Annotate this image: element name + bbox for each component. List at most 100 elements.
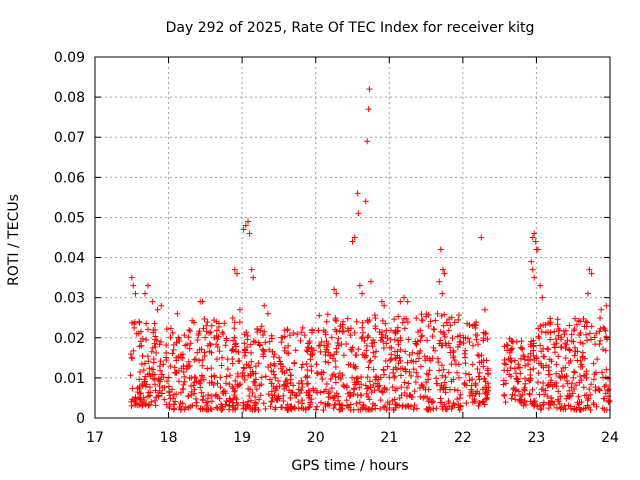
data-point xyxy=(566,393,573,400)
data-point xyxy=(314,389,321,396)
data-point xyxy=(562,354,569,361)
data-point xyxy=(146,370,153,377)
data-point xyxy=(222,380,229,387)
data-point xyxy=(359,334,366,341)
data-point xyxy=(596,328,603,335)
data-point xyxy=(474,351,481,358)
data-point xyxy=(203,328,210,335)
data-point xyxy=(502,399,509,406)
data-point xyxy=(223,398,230,405)
data-point xyxy=(425,376,432,383)
data-point xyxy=(371,387,378,394)
data-point xyxy=(480,357,487,364)
data-point xyxy=(276,354,283,361)
data-point xyxy=(213,327,220,334)
data-point xyxy=(180,369,187,376)
data-point xyxy=(539,294,546,301)
data-point xyxy=(566,387,573,394)
data-point xyxy=(542,387,549,394)
data-point xyxy=(128,274,135,281)
data-point xyxy=(392,401,399,408)
data-point xyxy=(405,380,412,387)
data-point xyxy=(392,327,399,334)
data-point xyxy=(305,394,312,401)
data-point xyxy=(260,400,267,407)
data-point xyxy=(179,400,186,407)
x-tick-label: 23 xyxy=(528,430,546,446)
chart-title: Day 292 of 2025, Rate Of TEC Index for r… xyxy=(166,20,535,36)
data-point xyxy=(139,402,146,409)
data-point xyxy=(140,367,147,374)
data-point xyxy=(542,321,549,328)
data-point xyxy=(533,354,540,361)
data-point xyxy=(366,396,373,403)
data-point xyxy=(569,390,576,397)
data-point xyxy=(402,348,409,355)
data-point xyxy=(541,391,548,398)
data-point xyxy=(200,393,207,400)
data-point xyxy=(347,401,354,408)
data-point xyxy=(139,335,146,342)
data-point xyxy=(413,341,420,348)
data-point xyxy=(416,355,423,362)
data-point xyxy=(370,349,377,356)
data-point xyxy=(281,370,288,377)
data-point xyxy=(504,347,511,354)
data-point xyxy=(535,333,542,340)
data-point xyxy=(442,389,449,396)
data-point xyxy=(248,266,255,273)
data-point xyxy=(396,394,403,401)
data-point xyxy=(521,387,528,394)
data-point xyxy=(156,341,163,348)
data-point xyxy=(264,310,271,317)
data-point xyxy=(442,374,449,381)
data-point xyxy=(515,361,522,368)
data-point xyxy=(541,353,548,360)
data-point xyxy=(484,367,491,374)
data-point xyxy=(450,402,457,409)
data-point xyxy=(323,381,330,388)
data-point xyxy=(456,395,463,402)
data-point xyxy=(261,302,268,309)
data-point xyxy=(318,371,325,378)
data-point xyxy=(430,405,437,412)
data-point xyxy=(308,367,315,374)
data-point xyxy=(244,398,251,405)
data-point xyxy=(247,397,254,404)
data-point xyxy=(429,355,436,362)
data-point xyxy=(217,374,224,381)
data-point xyxy=(196,328,203,335)
data-point xyxy=(173,357,180,364)
data-point xyxy=(454,343,461,350)
data-point xyxy=(570,374,577,381)
data-point xyxy=(530,365,537,372)
data-point xyxy=(502,361,509,368)
data-point xyxy=(511,365,518,372)
data-point xyxy=(317,399,324,406)
data-point xyxy=(361,337,368,344)
data-point xyxy=(588,381,595,388)
data-point xyxy=(142,373,149,380)
data-point xyxy=(215,333,222,340)
data-point xyxy=(469,361,476,368)
data-point xyxy=(168,325,175,332)
data-point xyxy=(192,375,199,382)
data-point xyxy=(160,374,167,381)
data-point xyxy=(473,336,480,343)
data-point xyxy=(131,320,138,327)
data-point xyxy=(270,353,277,360)
data-point xyxy=(156,363,163,370)
data-point xyxy=(522,380,529,387)
data-point xyxy=(560,364,567,371)
data-point xyxy=(185,404,192,411)
data-point xyxy=(555,353,562,360)
data-point xyxy=(340,318,347,325)
data-point xyxy=(365,385,372,392)
data-point xyxy=(364,405,371,412)
data-point xyxy=(258,374,265,381)
data-point xyxy=(379,388,386,395)
data-point xyxy=(386,405,393,412)
data-point xyxy=(577,357,584,364)
x-tick-label: 22 xyxy=(454,430,472,446)
data-point xyxy=(401,379,408,386)
